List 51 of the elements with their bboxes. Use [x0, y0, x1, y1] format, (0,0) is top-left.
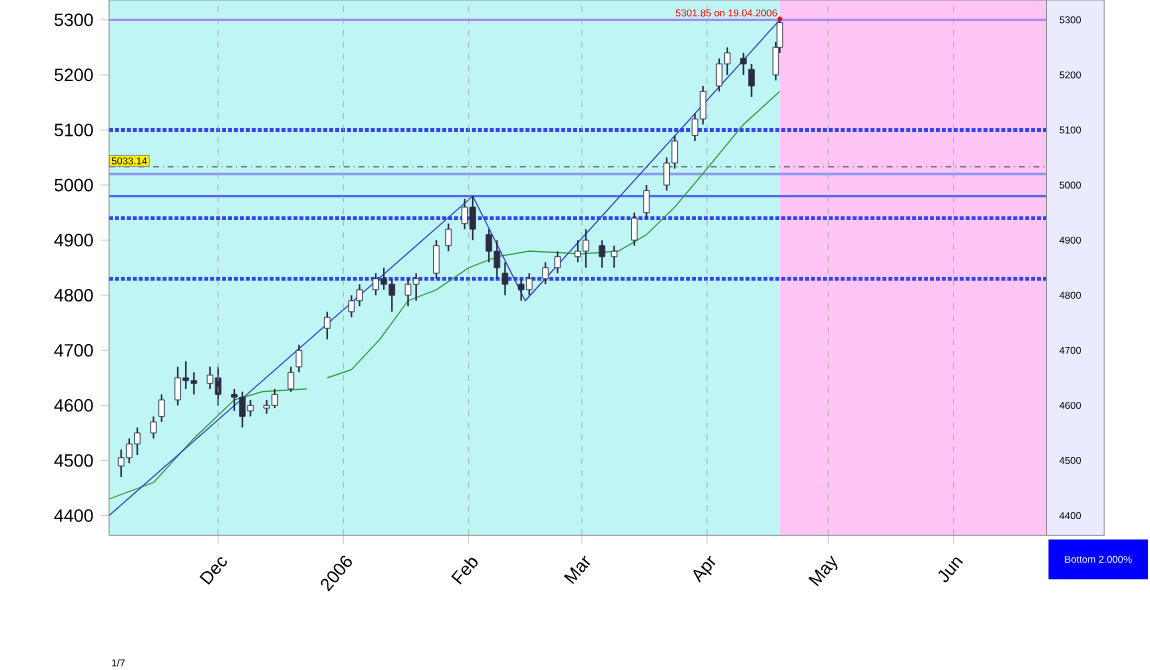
candlestick: [356, 283, 363, 307]
candlestick: [526, 272, 533, 296]
candlestick: [231, 387, 238, 412]
y-tick-label: 5100: [54, 123, 93, 136]
candlestick: [239, 390, 246, 428]
candlestick: [469, 194, 476, 241]
y-tick-label: 5200: [54, 68, 93, 81]
y-tick-label: 5000: [54, 178, 93, 192]
candlestick: [348, 294, 355, 318]
candlestick: [158, 393, 165, 423]
x-tick-label: Feb: [451, 557, 478, 585]
candlestick: [542, 261, 549, 285]
candlestick: [412, 272, 420, 302]
candlestick: [174, 365, 181, 406]
y-tick-label: 5300: [54, 13, 93, 26]
candlestick: [445, 222, 452, 252]
candlestick: [485, 227, 493, 263]
x-tick-label: Mar: [563, 555, 591, 584]
candlestick: [372, 272, 379, 296]
y-tick-label: 4600: [54, 398, 93, 412]
candlestick: [380, 266, 388, 291]
candlestick: [554, 250, 561, 274]
candlestick: [134, 426, 141, 456]
candlestick: [517, 277, 525, 302]
candlestick: [740, 51, 747, 76]
candlestick: [643, 183, 650, 219]
candlestick: [126, 437, 133, 464]
candlestick: [574, 238, 581, 263]
candlestick: [610, 244, 618, 269]
x-tick-label: Jun: [938, 557, 964, 582]
candlestick: [501, 261, 509, 296]
x-tick-label: Apr: [693, 555, 716, 583]
x-tick-label: Dec: [199, 556, 227, 585]
candlestick: [404, 277, 412, 307]
y-tick-label: 4800: [54, 288, 93, 302]
candlestick: [748, 62, 755, 98]
y-tick-label: 4700: [54, 343, 93, 357]
y-tick-label: 4500: [54, 453, 93, 467]
candlestick: [150, 415, 157, 439]
candlestick: [582, 227, 590, 269]
candlestick: [206, 365, 214, 390]
candlestick: [433, 238, 440, 280]
y-tick-label: 4400: [54, 508, 93, 522]
candlestick: [271, 387, 278, 409]
y-tick-label: 4900: [54, 233, 93, 247]
candlestick: [324, 310, 331, 340]
candlestick: [461, 197, 468, 230]
candlestick: [295, 343, 303, 373]
candlestick: [598, 238, 606, 269]
candlestick: [287, 365, 295, 393]
candlestick: [631, 211, 638, 247]
